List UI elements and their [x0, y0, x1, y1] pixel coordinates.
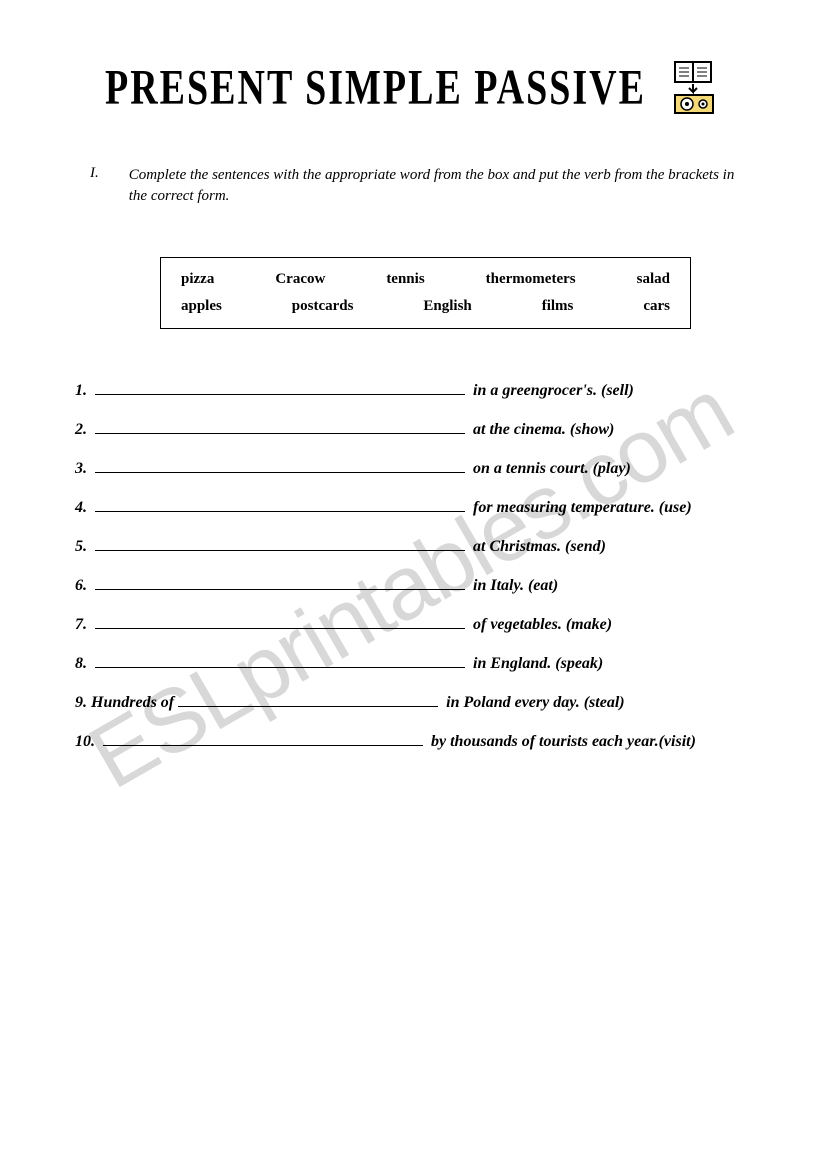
- blank-line[interactable]: [95, 496, 465, 512]
- word-item: English: [423, 293, 471, 320]
- title-row: PRESENT SIMPLE PASSIVE: [70, 60, 751, 115]
- sentence-suffix: in a greengrocer's. (sell): [473, 382, 634, 400]
- word-item: cars: [643, 293, 670, 320]
- worksheet-content: PRESENT SIMPLE PASSIVE: [70, 60, 751, 751]
- sentence-number: 6.: [75, 577, 87, 595]
- sentence-suffix: by thousands of tourists each year.(visi…: [431, 733, 696, 751]
- sentence-number: 3.: [75, 460, 87, 478]
- sentence-item: 6. in Italy. (eat): [75, 574, 751, 595]
- sentence-number: 8.: [75, 655, 87, 673]
- sentence-suffix: at Christmas. (send): [473, 538, 606, 556]
- word-box-row-2: apples postcards English films cars: [181, 293, 670, 320]
- sentence-suffix: of vegetables. (make): [473, 616, 612, 634]
- sentence-number: 7.: [75, 616, 87, 634]
- sentence-number: 10.: [75, 733, 95, 751]
- word-box: pizza Cracow tennis thermometers salad a…: [160, 257, 691, 329]
- sentence-item: 4. for measuring temperature. (use): [75, 496, 751, 517]
- blank-line[interactable]: [103, 730, 423, 746]
- word-item: salad: [637, 266, 670, 293]
- word-item: pizza: [181, 266, 214, 293]
- sentences-list: 1. in a greengrocer's. (sell) 2. at the cin…: [70, 379, 751, 751]
- instruction-row: I. Complete the sentences with the appro…: [70, 165, 751, 207]
- sentence-number: 9.: [75, 694, 87, 712]
- sentence-item: 8. in England. (speak): [75, 652, 751, 673]
- sentence-number: 4.: [75, 499, 87, 517]
- blank-line[interactable]: [95, 613, 465, 629]
- sentence-suffix: in Poland every day. (steal): [446, 694, 624, 712]
- blank-line[interactable]: [95, 535, 465, 551]
- sentence-suffix: in England. (speak): [473, 655, 603, 673]
- sentence-suffix: for measuring temperature. (use): [473, 499, 692, 517]
- word-item: Cracow: [275, 266, 325, 293]
- sentence-number: 5.: [75, 538, 87, 556]
- book-cd-icon: [661, 60, 716, 115]
- sentence-suffix: on a tennis court. (play): [473, 460, 631, 478]
- word-item: films: [542, 293, 574, 320]
- blank-line[interactable]: [95, 418, 465, 434]
- word-box-row-1: pizza Cracow tennis thermometers salad: [181, 266, 670, 293]
- sentence-item: 7. of vegetables. (make): [75, 613, 751, 634]
- sentence-item: 10. by thousands of tourists each year.(v…: [75, 730, 751, 751]
- blank-line[interactable]: [95, 379, 465, 395]
- blank-line[interactable]: [95, 457, 465, 473]
- sentence-number: 1.: [75, 382, 87, 400]
- blank-line[interactable]: [95, 574, 465, 590]
- word-item: tennis: [386, 266, 424, 293]
- sentence-prefix: Hundreds of: [91, 694, 174, 712]
- word-item: apples: [181, 293, 222, 320]
- sentence-item: 1. in a greengrocer's. (sell): [75, 379, 751, 400]
- sentence-item: 5. at Christmas. (send): [75, 535, 751, 556]
- instruction-number: I.: [90, 165, 99, 207]
- page-title: PRESENT SIMPLE PASSIVE: [105, 59, 646, 116]
- sentence-item: 9.Hundreds of in Poland every day. (stea…: [75, 691, 751, 712]
- sentence-suffix: in Italy. (eat): [473, 577, 558, 595]
- sentence-suffix: at the cinema. (show): [473, 421, 614, 439]
- blank-line[interactable]: [178, 691, 438, 707]
- sentence-number: 2.: [75, 421, 87, 439]
- blank-line[interactable]: [95, 652, 465, 668]
- sentence-item: 2. at the cinema. (show): [75, 418, 751, 439]
- word-item: thermometers: [486, 266, 576, 293]
- instruction-text: Complete the sentences with the appropri…: [129, 165, 751, 207]
- word-item: postcards: [292, 293, 354, 320]
- sentence-item: 3. on a tennis court. (play): [75, 457, 751, 478]
